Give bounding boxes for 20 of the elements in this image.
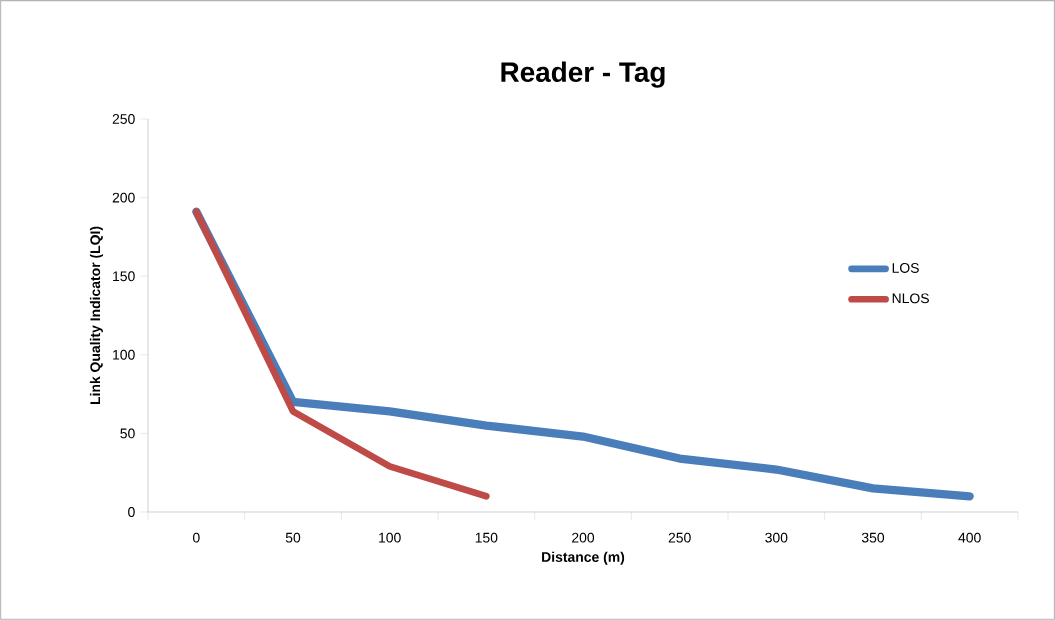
y-axis-title: Link Quality Indicator (LQI) xyxy=(89,226,103,405)
x-tick-label: 400 xyxy=(958,532,981,543)
chart-title: Reader - Tag xyxy=(501,61,665,88)
y-tick-label: 100 xyxy=(113,349,135,360)
x-tick-label: 0 xyxy=(193,532,200,543)
x-tick-label: 50 xyxy=(285,532,301,543)
y-tick-label: 200 xyxy=(112,192,135,203)
x-tick-label: 250 xyxy=(668,532,691,543)
x-tick-label: 350 xyxy=(861,532,885,543)
y-tick-label: 50 xyxy=(120,428,135,439)
y-tick-label: 150 xyxy=(113,271,135,282)
x-tick-label: 300 xyxy=(765,532,788,543)
x-axis-title: Distance (m) xyxy=(542,551,625,565)
legend-label: NLOS xyxy=(892,293,929,304)
y-tick-label: 0 xyxy=(128,507,135,517)
x-tick-label: 200 xyxy=(572,532,595,543)
y-tick-label: 250 xyxy=(112,114,135,124)
x-tick-label: 150 xyxy=(475,532,498,543)
legend-label: LOS xyxy=(892,263,919,273)
x-tick-label: 100 xyxy=(379,532,401,543)
